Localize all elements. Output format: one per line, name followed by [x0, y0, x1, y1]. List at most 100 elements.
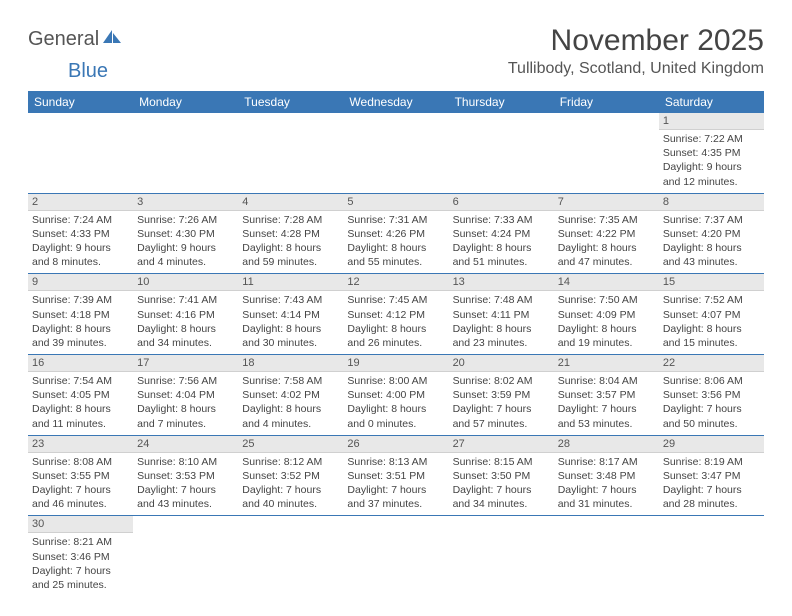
calendar-cell-day-5: 5Sunrise: 7:31 AMSunset: 4:26 PMDaylight… [343, 193, 448, 274]
day-number: 25 [238, 436, 343, 453]
day-number: 23 [28, 436, 133, 453]
day-details: Sunrise: 8:21 AMSunset: 3:46 PMDaylight:… [28, 533, 133, 596]
daylight-line: Daylight: 7 hours and 50 minutes. [663, 402, 760, 430]
sunrise-line: Sunrise: 8:10 AM [137, 455, 234, 469]
calendar-cell-day-10: 10Sunrise: 7:41 AMSunset: 4:16 PMDayligh… [133, 274, 238, 355]
sunrise-line: Sunrise: 7:41 AM [137, 293, 234, 307]
calendar-cell-day-1: 1Sunrise: 7:22 AMSunset: 4:35 PMDaylight… [659, 113, 764, 193]
day-header-sunday: Sunday [28, 91, 133, 113]
sunset-line: Sunset: 3:46 PM [32, 550, 129, 564]
calendar-cell-day-2: 2Sunrise: 7:24 AMSunset: 4:33 PMDaylight… [28, 193, 133, 274]
calendar-cell-day-25: 25Sunrise: 8:12 AMSunset: 3:52 PMDayligh… [238, 435, 343, 516]
daylight-line: Daylight: 8 hours and 55 minutes. [347, 241, 444, 269]
day-number: 7 [554, 194, 659, 211]
brand-sail-icon [101, 28, 123, 51]
daylight-line: Daylight: 7 hours and 25 minutes. [32, 564, 129, 592]
sunrise-line: Sunrise: 8:04 AM [558, 374, 655, 388]
day-number: 1 [659, 113, 764, 130]
daylight-line: Daylight: 8 hours and 11 minutes. [32, 402, 129, 430]
sunrise-line: Sunrise: 7:54 AM [32, 374, 129, 388]
day-number: 3 [133, 194, 238, 211]
day-number: 18 [238, 355, 343, 372]
day-number: 8 [659, 194, 764, 211]
day-number: 17 [133, 355, 238, 372]
daylight-line: Daylight: 7 hours and 31 minutes. [558, 483, 655, 511]
calendar-cell-day-28: 28Sunrise: 8:17 AMSunset: 3:48 PMDayligh… [554, 435, 659, 516]
daylight-line: Daylight: 9 hours and 4 minutes. [137, 241, 234, 269]
calendar-row: 16Sunrise: 7:54 AMSunset: 4:05 PMDayligh… [28, 355, 764, 436]
daylight-line: Daylight: 7 hours and 34 minutes. [453, 483, 550, 511]
day-details: Sunrise: 7:33 AMSunset: 4:24 PMDaylight:… [449, 211, 554, 274]
daylight-line: Daylight: 7 hours and 28 minutes. [663, 483, 760, 511]
calendar-cell-day-15: 15Sunrise: 7:52 AMSunset: 4:07 PMDayligh… [659, 274, 764, 355]
calendar-row: 30Sunrise: 8:21 AMSunset: 3:46 PMDayligh… [28, 516, 764, 596]
calendar-row: 2Sunrise: 7:24 AMSunset: 4:33 PMDaylight… [28, 193, 764, 274]
sunset-line: Sunset: 3:52 PM [242, 469, 339, 483]
day-details: Sunrise: 8:15 AMSunset: 3:50 PMDaylight:… [449, 453, 554, 516]
sunrise-line: Sunrise: 8:06 AM [663, 374, 760, 388]
day-details: Sunrise: 8:10 AMSunset: 3:53 PMDaylight:… [133, 453, 238, 516]
sunrise-line: Sunrise: 8:02 AM [453, 374, 550, 388]
sunrise-line: Sunrise: 7:28 AM [242, 213, 339, 227]
sunrise-line: Sunrise: 7:43 AM [242, 293, 339, 307]
sunset-line: Sunset: 4:28 PM [242, 227, 339, 241]
calendar-cell-day-8: 8Sunrise: 7:37 AMSunset: 4:20 PMDaylight… [659, 193, 764, 274]
day-number: 19 [343, 355, 448, 372]
day-number: 12 [343, 274, 448, 291]
day-number: 22 [659, 355, 764, 372]
calendar-cell-empty [133, 113, 238, 193]
sunrise-line: Sunrise: 7:33 AM [453, 213, 550, 227]
calendar-cell-day-27: 27Sunrise: 8:15 AMSunset: 3:50 PMDayligh… [449, 435, 554, 516]
daylight-line: Daylight: 7 hours and 37 minutes. [347, 483, 444, 511]
day-details: Sunrise: 7:50 AMSunset: 4:09 PMDaylight:… [554, 291, 659, 354]
sunrise-line: Sunrise: 7:22 AM [663, 132, 760, 146]
sunset-line: Sunset: 4:02 PM [242, 388, 339, 402]
sunset-line: Sunset: 3:59 PM [453, 388, 550, 402]
sunrise-line: Sunrise: 7:50 AM [558, 293, 655, 307]
calendar-cell-day-19: 19Sunrise: 8:00 AMSunset: 4:00 PMDayligh… [343, 355, 448, 436]
sunrise-line: Sunrise: 8:15 AM [453, 455, 550, 469]
day-header-monday: Monday [133, 91, 238, 113]
calendar-cell-empty [554, 113, 659, 193]
sunset-line: Sunset: 4:16 PM [137, 308, 234, 322]
sunset-line: Sunset: 4:20 PM [663, 227, 760, 241]
calendar-cell-day-13: 13Sunrise: 7:48 AMSunset: 4:11 PMDayligh… [449, 274, 554, 355]
sunrise-line: Sunrise: 7:39 AM [32, 293, 129, 307]
daylight-line: Daylight: 7 hours and 40 minutes. [242, 483, 339, 511]
daylight-line: Daylight: 9 hours and 8 minutes. [32, 241, 129, 269]
day-number: 21 [554, 355, 659, 372]
sunset-line: Sunset: 4:24 PM [453, 227, 550, 241]
daylight-line: Daylight: 8 hours and 47 minutes. [558, 241, 655, 269]
sunset-line: Sunset: 3:55 PM [32, 469, 129, 483]
sunrise-line: Sunrise: 7:24 AM [32, 213, 129, 227]
sunrise-line: Sunrise: 8:21 AM [32, 535, 129, 549]
day-number: 6 [449, 194, 554, 211]
calendar-table: SundayMondayTuesdayWednesdayThursdayFrid… [28, 91, 764, 596]
sunrise-line: Sunrise: 7:58 AM [242, 374, 339, 388]
sunset-line: Sunset: 3:50 PM [453, 469, 550, 483]
day-number: 14 [554, 274, 659, 291]
sunrise-line: Sunrise: 8:17 AM [558, 455, 655, 469]
sunset-line: Sunset: 3:53 PM [137, 469, 234, 483]
calendar-cell-day-7: 7Sunrise: 7:35 AMSunset: 4:22 PMDaylight… [554, 193, 659, 274]
calendar-cell-empty [449, 516, 554, 596]
daylight-line: Daylight: 8 hours and 30 minutes. [242, 322, 339, 350]
calendar-cell-empty [133, 516, 238, 596]
sunset-line: Sunset: 4:22 PM [558, 227, 655, 241]
calendar-cell-empty [659, 516, 764, 596]
sunrise-line: Sunrise: 7:56 AM [137, 374, 234, 388]
daylight-line: Daylight: 8 hours and 19 minutes. [558, 322, 655, 350]
sunset-line: Sunset: 3:51 PM [347, 469, 444, 483]
sunrise-line: Sunrise: 7:26 AM [137, 213, 234, 227]
sunset-line: Sunset: 4:14 PM [242, 308, 339, 322]
calendar-row: 9Sunrise: 7:39 AMSunset: 4:18 PMDaylight… [28, 274, 764, 355]
sunrise-line: Sunrise: 7:31 AM [347, 213, 444, 227]
brand-part1: General [28, 28, 99, 51]
calendar-cell-day-21: 21Sunrise: 8:04 AMSunset: 3:57 PMDayligh… [554, 355, 659, 436]
calendar-row: 1Sunrise: 7:22 AMSunset: 4:35 PMDaylight… [28, 113, 764, 193]
daylight-line: Daylight: 7 hours and 57 minutes. [453, 402, 550, 430]
day-details: Sunrise: 7:26 AMSunset: 4:30 PMDaylight:… [133, 211, 238, 274]
day-number: 9 [28, 274, 133, 291]
day-details: Sunrise: 7:54 AMSunset: 4:05 PMDaylight:… [28, 372, 133, 435]
day-details: Sunrise: 7:52 AMSunset: 4:07 PMDaylight:… [659, 291, 764, 354]
